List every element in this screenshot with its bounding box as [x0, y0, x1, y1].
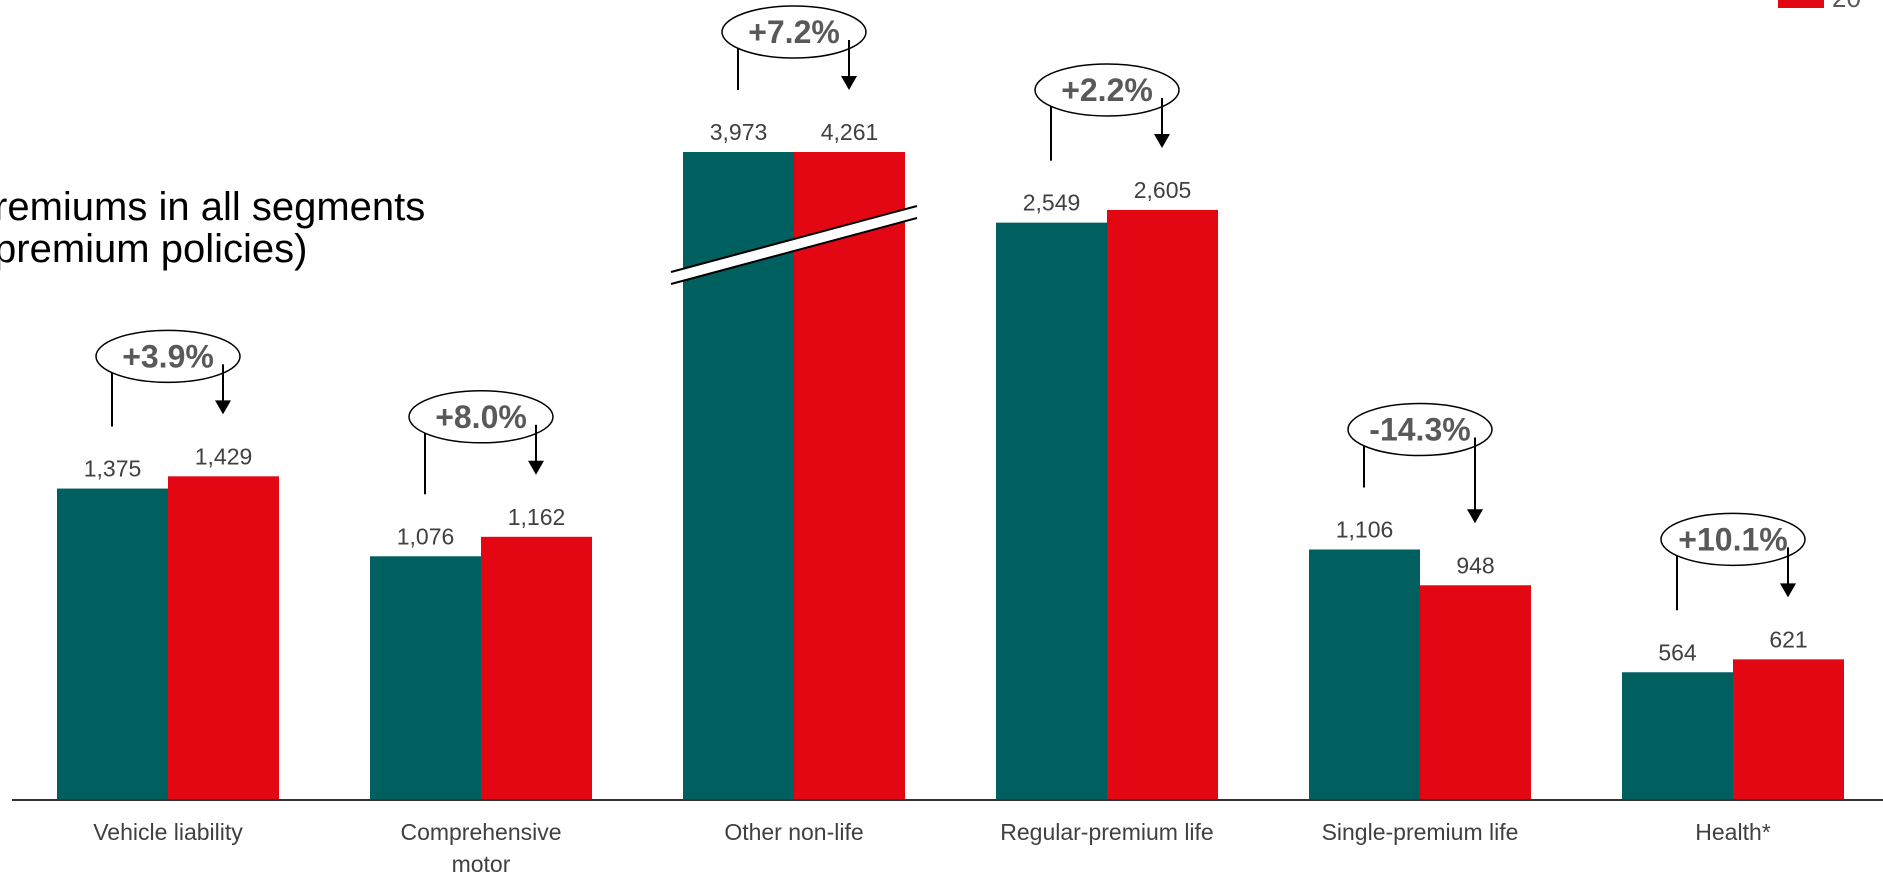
bar-single-premium-life-prior [1309, 549, 1420, 800]
change-ellipse-regular-premium-life [1034, 63, 1180, 117]
change-label-vehicle-liability: +3.9% [122, 338, 214, 374]
value-label-single-premium-life-current: 948 [1456, 552, 1494, 578]
bar-comprehensive-motor-current [481, 536, 592, 800]
category-label-health: Health* [1695, 819, 1770, 845]
corner-badge: 20 [1778, 0, 1861, 13]
change-arrow-head-other-non-life [841, 76, 857, 90]
bar-other-non-life-current [794, 152, 905, 800]
bar-regular-premium-life-prior [996, 222, 1107, 801]
change-ellipse-other-non-life [721, 5, 867, 59]
bars-layer [57, 152, 1844, 801]
change-label-comprehensive-motor: +8.0% [435, 399, 527, 435]
value-label-comprehensive-motor-current: 1,162 [508, 504, 566, 530]
value-label-health-current: 621 [1769, 626, 1807, 652]
change-label-health: +10.1% [1678, 521, 1787, 557]
bar-health-prior [1622, 672, 1733, 800]
value-label-regular-premium-life-prior: 2,549 [1023, 190, 1081, 216]
chart-title: remiums in all segments premium policies… [0, 185, 425, 271]
bar-health-current [1733, 659, 1844, 800]
value-label-single-premium-life-prior: 1,106 [1336, 516, 1394, 542]
bar-single-premium-life-current [1420, 585, 1531, 800]
change-arrow-head-single-premium-life [1467, 509, 1483, 524]
bar-comprehensive-motor-prior [370, 556, 481, 800]
value-label-other-non-life-prior: 3,973 [710, 119, 768, 145]
bar-vehicle-liability-current [168, 476, 279, 800]
change-arrow-head-vehicle-liability [215, 400, 231, 415]
bar-vehicle-liability-prior [57, 488, 168, 800]
value-label-regular-premium-life-current: 2,605 [1134, 177, 1192, 203]
category-labels: Vehicle liability Comprehensive motor Other… [93, 819, 1771, 875]
change-label-other-non-life: +7.2% [748, 14, 840, 50]
change-label-regular-premium-life: +2.2% [1061, 72, 1153, 108]
category-label-regular-premium-life: Regular-premium life [1000, 819, 1213, 845]
corner-label: 20 [1832, 0, 1861, 13]
axis-break-line-upper [670, 205, 918, 273]
category-label-vehicle-liability: Vehicle liability [93, 819, 243, 845]
change-arrow-head-regular-premium-life [1154, 133, 1170, 148]
value-label-other-non-life-current: 4,261 [821, 119, 879, 145]
category-label-other-non-life: Other non-life [724, 819, 863, 845]
value-label-vehicle-liability-current: 1,429 [195, 443, 253, 469]
change-arrow-head-comprehensive-motor [528, 460, 544, 475]
change-arrow-head-health [1780, 583, 1796, 598]
title-line-1: remiums in all segments [0, 185, 425, 229]
change-ellipse-single-premium-life [1347, 402, 1493, 457]
category-label-comprehensive-motor: Comprehensive motor [400, 819, 561, 875]
change-label-single-premium-life: -14.3% [1369, 411, 1470, 447]
bar-regular-premium-life-current [1107, 209, 1218, 800]
title-line-2: premium policies) [0, 227, 307, 271]
value-label-health-prior: 564 [1658, 639, 1697, 665]
value-label-comprehensive-motor-prior: 1,076 [397, 523, 455, 549]
axis-break-line-lower [670, 217, 918, 285]
change-ellipse-comprehensive-motor [408, 390, 554, 444]
annotations-layer: 1,375 1,429 +3.9% 1,076 1,162 +8.0% 3,973 4,261… [84, 5, 1808, 665]
change-ellipse-vehicle-liability [95, 329, 241, 384]
change-ellipse-health [1660, 512, 1806, 567]
value-label-vehicle-liability-prior: 1,375 [84, 456, 142, 482]
axis-break-gap [671, 206, 917, 284]
category-label-single-premium-life: Single-premium life [1322, 819, 1519, 845]
corner-red-marker [1778, 0, 1824, 8]
